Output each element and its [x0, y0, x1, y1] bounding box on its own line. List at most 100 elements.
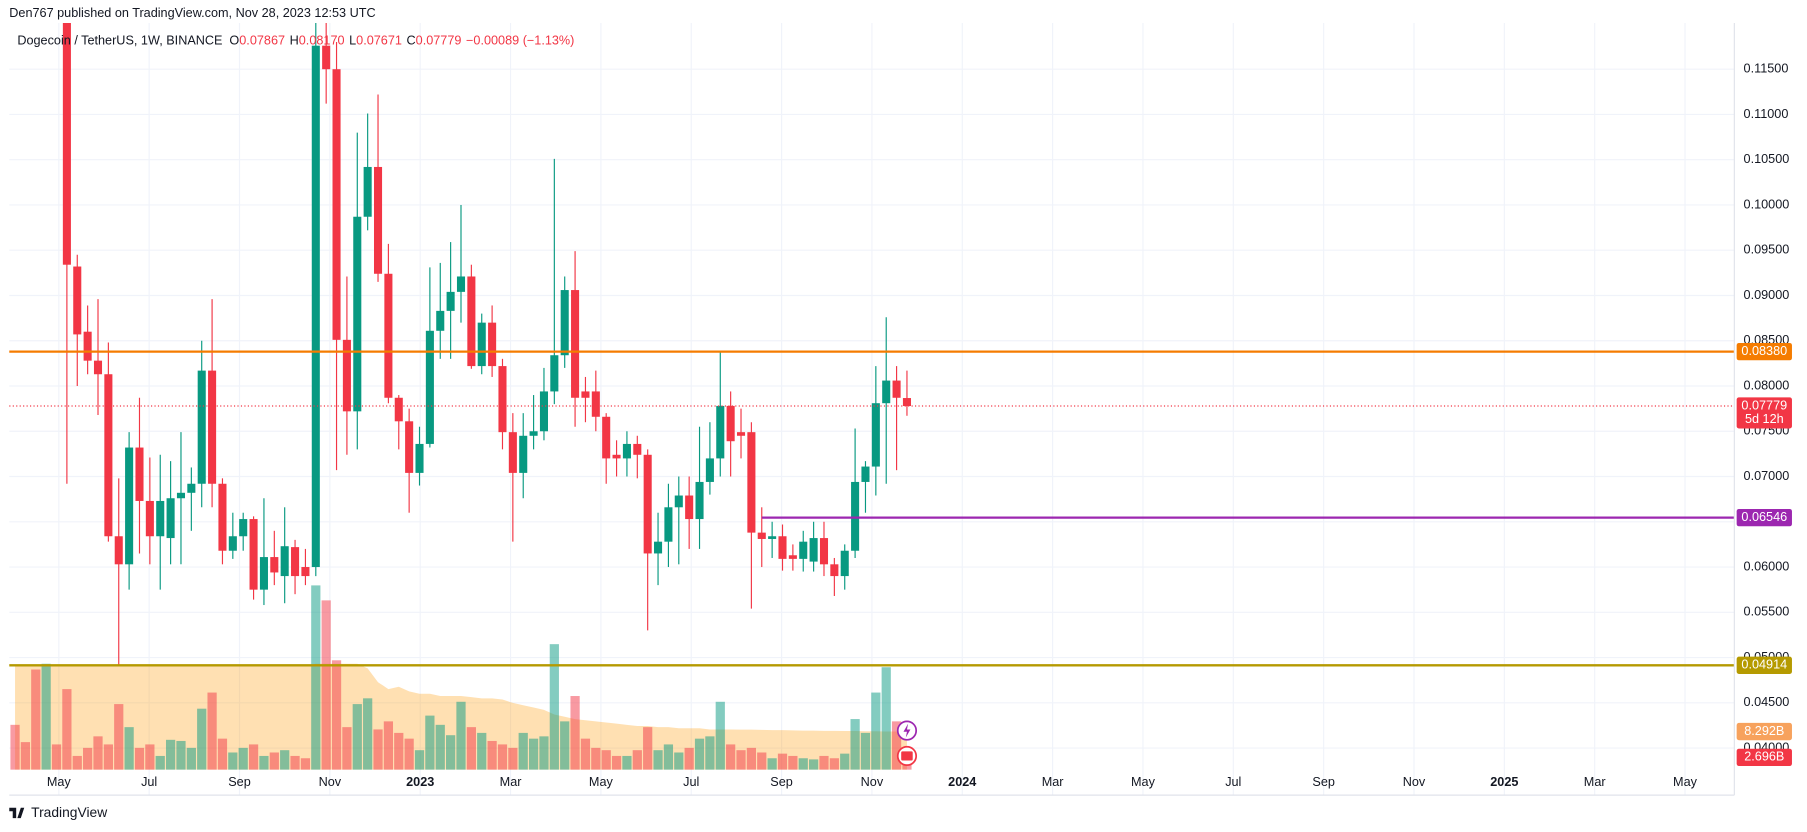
candle-body — [176, 492, 186, 499]
volume-bar — [114, 704, 124, 770]
candle-body — [249, 519, 258, 590]
candle-body — [871, 403, 880, 467]
volume-bar — [124, 727, 134, 770]
volume-bar — [41, 663, 51, 770]
x-tick-label: May — [1131, 775, 1156, 789]
volume-bar — [51, 744, 62, 770]
candle-body — [882, 380, 891, 404]
candle-body — [529, 431, 538, 436]
y-tick-label: 0.11000 — [1744, 107, 1789, 121]
volume-bar — [238, 747, 248, 770]
volume-bar — [248, 744, 259, 770]
volume-bar — [580, 738, 591, 770]
level-label: 0.08380 — [1741, 344, 1787, 358]
x-tick-label: Nov — [861, 775, 884, 789]
current-price-bg — [1736, 397, 1792, 429]
x-tick-label: Nov — [319, 775, 342, 789]
volume-bar — [352, 704, 362, 770]
x-tick-label: Jul — [1225, 775, 1241, 789]
y-tick-label: 0.11500 — [1744, 62, 1789, 76]
candle-body — [322, 45, 331, 70]
candle-body — [809, 538, 818, 562]
volume-bar — [363, 698, 373, 770]
candle-body — [539, 391, 548, 432]
volume-bar — [891, 721, 902, 770]
candle-body — [726, 405, 735, 442]
volume-bar — [321, 600, 331, 770]
x-tick-label: Mar — [1584, 775, 1606, 789]
candle-body — [425, 330, 434, 444]
volume-bar — [103, 744, 113, 770]
candle-body — [840, 550, 849, 577]
candle-body — [446, 291, 455, 311]
candle-body — [291, 547, 300, 577]
volume-bar — [72, 755, 82, 770]
candle-body — [125, 447, 134, 565]
volume-bar — [456, 701, 466, 770]
x-tick-label: 2024 — [948, 775, 976, 789]
level-label-bg — [1736, 342, 1792, 361]
volume-bar — [705, 736, 715, 770]
volume-bar — [539, 736, 549, 770]
volume-bar — [757, 752, 767, 770]
volume-bar — [31, 669, 41, 770]
volume-bar — [466, 727, 476, 770]
volume-bar — [425, 715, 435, 770]
x-tick-label: Jul — [141, 775, 157, 789]
ohlc-prefix: C — [407, 34, 416, 48]
y-tick-label: 0.06000 — [1744, 559, 1790, 573]
logo-icon — [9, 807, 25, 819]
candles — [62, 23, 911, 666]
candle-body — [498, 366, 507, 433]
ohlc-value: 0.07779 — [416, 34, 462, 48]
volume-bar — [643, 727, 653, 770]
volume-bar — [300, 758, 311, 770]
ohlc-value: 0.07867 — [239, 34, 285, 48]
volume-bar — [663, 744, 674, 770]
volume-bar — [788, 755, 798, 770]
volume-bar — [176, 740, 186, 770]
candle-body — [239, 519, 248, 537]
volume-bar — [508, 747, 518, 770]
volume-bar — [653, 750, 663, 770]
candle-body — [747, 432, 756, 533]
candle-body — [716, 405, 725, 459]
volume-bar — [850, 719, 860, 770]
volume-bar — [155, 755, 165, 770]
volume-bar — [497, 744, 508, 770]
candle-body — [187, 483, 196, 493]
volume-bar — [736, 750, 746, 770]
candle-body — [571, 290, 580, 398]
volume-pane — [10, 585, 912, 770]
candle-body — [145, 500, 154, 537]
countdown: 5d 12h — [1745, 412, 1784, 426]
candle-body — [778, 536, 787, 559]
y-tick-label: 0.10000 — [1744, 197, 1790, 211]
candle-body — [892, 380, 901, 398]
volume-bar — [383, 721, 394, 770]
x-tick-label: 2023 — [406, 775, 434, 789]
volume-bar — [290, 755, 300, 770]
volume-bar — [62, 689, 72, 770]
published-note: Den767 published on TradingView.com, Nov… — [9, 6, 375, 20]
volume-bar — [632, 750, 642, 770]
volume-bar — [518, 732, 528, 770]
y-tick-label: 0.09000 — [1744, 288, 1790, 302]
y-tick-label: 0.10500 — [1744, 152, 1790, 166]
x-tick-label: May — [1673, 775, 1698, 789]
candle-body — [208, 370, 217, 484]
volume-bar — [10, 724, 20, 770]
candle-body — [664, 507, 673, 542]
candle-body — [581, 391, 590, 398]
candle-body — [685, 495, 694, 520]
candle-body — [456, 276, 466, 292]
candle-body — [197, 370, 206, 484]
level-label: 0.06546 — [1741, 510, 1787, 524]
ohlc-prefix: H — [290, 34, 299, 48]
candle-body — [156, 500, 165, 537]
candle-body — [622, 443, 631, 459]
volume-bar — [487, 740, 497, 770]
event-icon-glyph — [903, 723, 911, 738]
y-tick-label: 0.05500 — [1744, 605, 1790, 619]
